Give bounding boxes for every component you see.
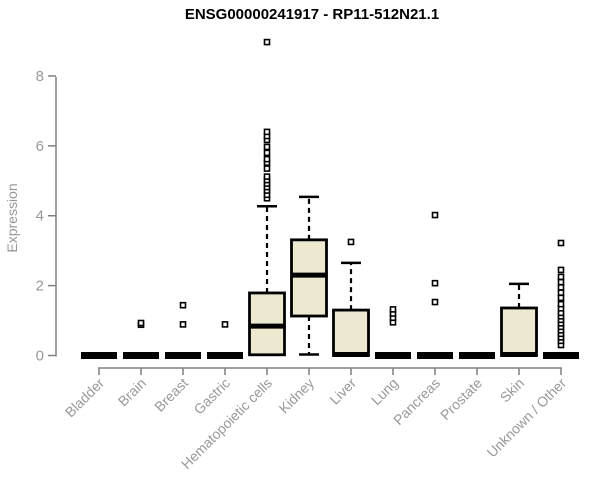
chart-title: ENSG00000241917 - RP11-512N21.1 [184,6,440,23]
y-tick-label: 6 [36,138,44,155]
y-tick-label: 2 [36,278,44,295]
flat-box-bladder [81,352,117,359]
y-tick-label: 0 [36,348,44,365]
outlier-point [431,298,439,306]
outlier-point [263,173,271,180]
outlier-point [557,266,565,274]
x-tick-label: Skin [497,375,528,406]
outlier-point [263,143,271,151]
x-tick-label: Unknown / Other [484,375,570,461]
outlier-point [431,211,439,219]
outlier-point [263,155,271,163]
outlier-point [347,238,355,246]
flat-box-brain [123,352,159,359]
outlier-point [557,300,565,308]
outlier-point [389,306,397,313]
outlier-point [263,149,271,157]
x-tick-label: Kidney [276,375,318,417]
flat-box-unknown-other [543,352,579,359]
box-liver [332,308,370,357]
outlier-point [557,284,565,291]
flat-box-prostate [459,352,495,359]
outlier-point [557,278,565,286]
outlier-point [557,294,565,302]
x-tick-label: Liver [326,375,359,408]
flat-box-lung [375,352,411,359]
flat-box-pancreas [417,352,453,359]
x-tick-label: Lung [368,375,401,408]
outlier-point [179,321,187,328]
outlier-point [179,301,187,309]
x-tick-label: Bladder [62,375,108,421]
outlier-point [557,273,565,281]
outlier-point [557,289,565,296]
outlier-point [263,128,271,136]
flat-box-breast [165,352,201,359]
box-kidney [290,238,328,318]
outlier-point [137,319,145,327]
outlier-point [221,321,229,328]
y-tick-label: 4 [36,208,44,225]
flat-box-gastric [207,352,243,359]
x-tick-label: Pancreas [390,375,443,428]
y-tick-label: 8 [36,68,44,85]
box-skin [500,306,538,357]
x-tick-label: Prostate [437,375,485,423]
x-tick-label: Brain [115,375,149,409]
x-tick-label: Breast [151,375,191,415]
outlier-point [431,279,439,287]
outlier-point [263,165,271,172]
outlier-point [263,38,271,46]
outlier-point [557,239,565,247]
